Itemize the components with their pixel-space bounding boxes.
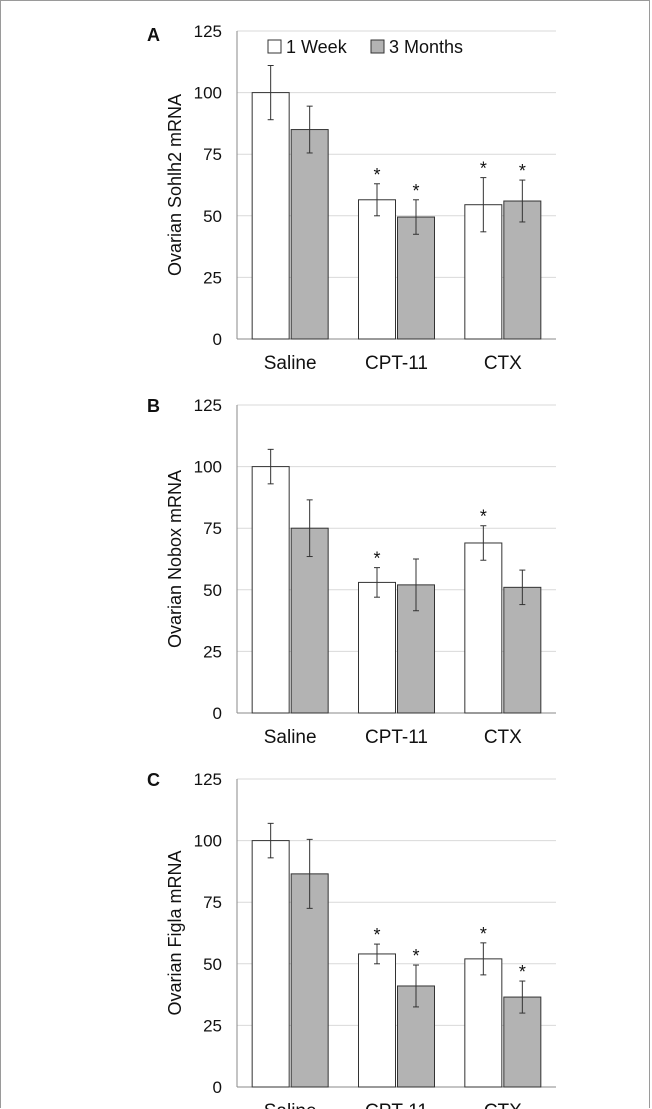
x-tick-label: CTX xyxy=(484,727,522,748)
panel-label: C xyxy=(147,770,160,790)
y-tick-label: 75 xyxy=(203,519,222,538)
bar-b-ctx-1-week xyxy=(464,542,503,714)
y-axis-title: Ovarian Nobox mRNA xyxy=(165,470,185,648)
x-tick-label: Saline xyxy=(264,1101,317,1109)
legend-swatch-1-week xyxy=(267,39,282,54)
x-tick-label: CTX xyxy=(484,353,522,374)
legend-label-1-week: 1 Week xyxy=(286,37,348,57)
y-tick-label: 0 xyxy=(213,1078,222,1097)
bar-b-saline-1-week xyxy=(251,466,290,714)
y-axis-title: Ovarian Sohlh2 mRNA xyxy=(165,94,185,276)
y-tick-label: 50 xyxy=(203,581,222,600)
x-tick-label: CPT-11 xyxy=(365,1101,428,1109)
legend-swatch-3-months xyxy=(370,39,385,54)
significance-star: * xyxy=(519,161,526,181)
significance-star: * xyxy=(480,924,487,944)
significance-star: * xyxy=(373,925,380,945)
y-tick-label: 125 xyxy=(194,770,222,789)
y-tick-label: 25 xyxy=(203,268,222,287)
y-tick-label: 0 xyxy=(213,704,222,723)
bar-a-cpt-11-3-months xyxy=(397,216,435,340)
significance-star: * xyxy=(480,507,487,527)
bar-a-saline-3-months xyxy=(290,129,329,340)
y-tick-label: 125 xyxy=(194,22,222,41)
x-tick-label: CPT-11 xyxy=(365,727,428,748)
y-tick-label: 75 xyxy=(203,893,222,912)
y-tick-label: 50 xyxy=(203,207,222,226)
panel-label: A xyxy=(147,25,160,45)
y-axis-title: Ovarian Figla mRNA xyxy=(165,850,185,1015)
bar-b-ctx-3-months xyxy=(503,586,542,714)
x-tick-label: CPT-11 xyxy=(365,353,428,374)
y-tick-label: 125 xyxy=(194,396,222,415)
y-tick-label: 75 xyxy=(203,145,222,164)
y-tick-label: 25 xyxy=(203,642,222,661)
bar-a-saline-1-week xyxy=(251,92,290,340)
y-tick-label: 50 xyxy=(203,955,222,974)
bar-c-cpt-11-1-week xyxy=(358,953,396,1088)
significance-star: * xyxy=(373,549,380,569)
significance-star: * xyxy=(412,946,419,966)
significance-star: * xyxy=(412,181,419,201)
y-tick-label: 25 xyxy=(203,1016,222,1035)
x-tick-label: CTX xyxy=(484,1101,522,1109)
bar-b-saline-3-months xyxy=(290,527,329,714)
panel-label: B xyxy=(147,396,160,416)
x-tick-label: Saline xyxy=(264,353,317,374)
x-tick-label: Saline xyxy=(264,727,317,748)
y-tick-label: 0 xyxy=(213,330,222,349)
bar-c-saline-3-months xyxy=(290,873,329,1088)
significance-star: * xyxy=(480,159,487,179)
bar-c-ctx-1-week xyxy=(464,958,503,1088)
significance-star: * xyxy=(373,165,380,185)
y-tick-label: 100 xyxy=(194,84,222,103)
bar-b-cpt-11-1-week xyxy=(358,581,396,714)
y-tick-label: 100 xyxy=(194,458,222,477)
bar-a-ctx-3-months xyxy=(503,200,542,340)
significance-star: * xyxy=(519,962,526,982)
bar-c-saline-1-week xyxy=(251,840,290,1088)
y-tick-label: 100 xyxy=(194,832,222,851)
legend-label-3-months: 3 Months xyxy=(389,37,463,57)
bar-a-cpt-11-1-week xyxy=(358,199,396,340)
